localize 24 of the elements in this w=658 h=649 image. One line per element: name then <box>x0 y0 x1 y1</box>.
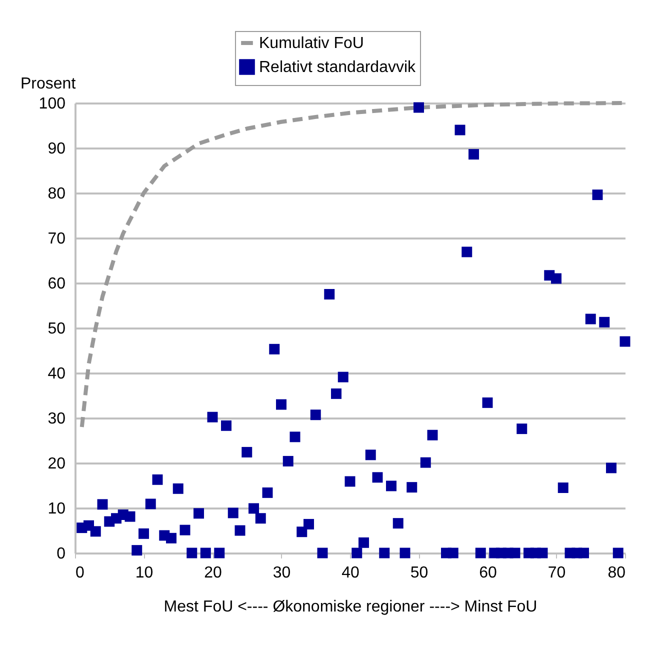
x-tick-label: 50 <box>410 564 428 582</box>
y-tick-label: 90 <box>48 140 66 158</box>
legend-label: Kumulativ FoU <box>259 35 364 52</box>
x-axis-title: Mest FoU <---- Økonomiske regioner ----> Minst FoU <box>164 598 538 616</box>
x-tick-label: 60 <box>479 564 497 582</box>
y-tick-label: 100 <box>38 96 66 112</box>
y-tick-label: 80 <box>48 186 66 202</box>
y-tick-label: 10 <box>48 500 66 518</box>
y-tick-label: 40 <box>48 366 66 382</box>
y-tick-label: 0 <box>56 546 66 562</box>
y-tick-label: 20 <box>48 456 66 472</box>
x-tick-label: 30 <box>272 564 291 582</box>
x-tick-label: 40 <box>342 564 360 582</box>
x-tick-label: 20 <box>204 564 222 582</box>
x-tick-label: 80 <box>608 564 626 582</box>
x-tick-label: 0 <box>76 564 84 582</box>
x-tick-label: 70 <box>548 564 566 582</box>
y-tick-label: 70 <box>48 230 66 248</box>
y-axis-title: Prosent <box>20 76 76 92</box>
y-tick-label: 30 <box>48 410 66 428</box>
x-tick-label: 10 <box>135 564 154 582</box>
y-tick-label: 50 <box>48 320 66 338</box>
y-tick-label: 60 <box>48 276 66 292</box>
legend-label: Relativt standardavvik <box>259 59 417 76</box>
